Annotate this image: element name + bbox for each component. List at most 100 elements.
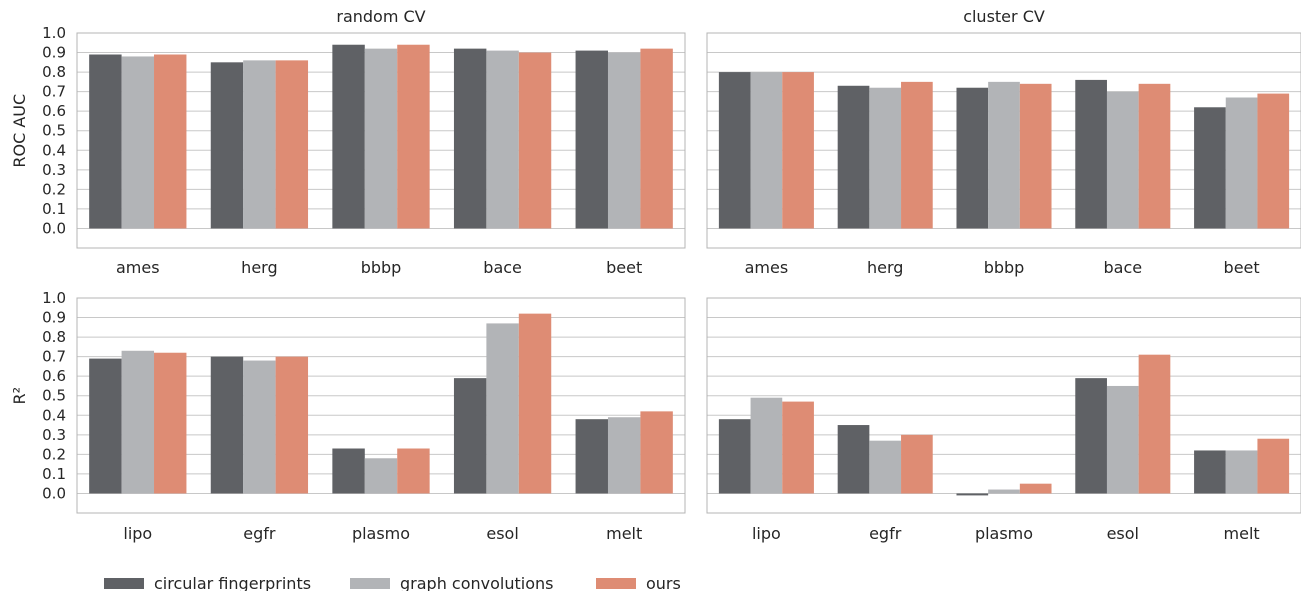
x-tick-label: esol [486,524,518,543]
plot-frame [706,297,1301,514]
x-tick-label: ames [116,258,160,277]
bar [750,72,783,229]
y-tick-label: 0.6 [42,367,66,385]
x-tick-label: melt [606,524,642,543]
y-tick-label: 0.3 [42,161,66,179]
bar [750,397,783,494]
legend-label: graph convolutions [400,574,553,591]
bar [869,440,902,494]
bar [1106,91,1139,229]
plot-frame [76,32,686,249]
y-tick-label: 0.8 [42,63,66,81]
bar [640,411,673,494]
bar [275,60,309,229]
bar [837,85,870,229]
y-tick-label: 0.4 [42,141,66,159]
bar [332,448,365,494]
y-axis-label: R² [10,387,29,405]
legend-label: ours [646,574,681,591]
bar [121,56,155,229]
y-tick-label: 0.2 [42,445,66,463]
bar [486,323,519,494]
bar [901,434,933,494]
bar [243,60,276,229]
y-tick-label: 1.0 [42,289,66,307]
x-tick-label: herg [241,258,277,277]
x-tick-label: bbbp [984,258,1025,277]
legend-item: circular fingerprints [104,574,311,591]
y-tick-label: 0.2 [42,180,66,198]
bar [453,48,487,229]
subplot-title: random CV [336,7,425,26]
legend-item: graph convolutions [350,574,553,591]
x-tick-label: esol [1107,524,1139,543]
legend-swatch [104,578,144,589]
bar [782,72,814,229]
bar [1225,97,1258,229]
bar [154,54,187,229]
y-tick-label: 0.3 [42,426,66,444]
legend-swatch [596,578,636,589]
bar [988,489,1020,494]
x-tick-label: ames [745,258,789,277]
bar [1194,450,1226,494]
bar [1106,385,1139,494]
bar [640,48,673,229]
bar [210,62,244,229]
legend: circular fingerprints graph convolutions o… [104,574,681,591]
bar [332,44,365,229]
y-tick-label: 0.0 [42,219,66,237]
bar [988,81,1020,229]
subplot-2: cluster CV ames herg bbbp bace beet [706,7,1301,277]
bar [1257,438,1290,494]
bar [275,356,309,494]
bar [121,350,155,494]
x-tick-label: bace [483,258,522,277]
x-tick-label: bbbp [361,258,402,277]
x-tick-label: bace [1103,258,1142,277]
bar [607,417,641,494]
x-tick-label: plasmo [352,524,410,543]
plot-frame [76,297,686,514]
y-tick-label: 0.5 [42,387,66,405]
y-tick-label: 1.0 [42,24,66,42]
bar [575,50,608,229]
x-tick-label: beet [606,258,642,277]
bar [518,52,552,229]
bar [575,419,608,494]
legend-item: ours [596,574,681,591]
bar [1075,79,1107,229]
bar [486,50,519,229]
bar [1019,483,1052,494]
y-tick-label: 0.7 [42,83,66,101]
bar [453,378,487,494]
subplot-1: 0.00.1 0.20.3 0.40.5 0.60.7 0.80.9 1.0 ROC AUC… [10,7,686,277]
y-tick-label: 0.7 [42,348,66,366]
bar [1225,450,1258,494]
y-tick-label: 0.4 [42,406,66,424]
y-tick-label: 0.5 [42,122,66,140]
x-tick-label: herg [867,258,903,277]
y-tick-label: 0.1 [42,200,66,218]
bar [397,448,430,494]
bar [718,72,751,229]
legend-swatch [350,578,390,589]
y-tick-label: 0.6 [42,102,66,120]
x-tick-label: beet [1224,258,1260,277]
x-tick-label: lipo [752,524,781,543]
bar [154,352,187,494]
bar [1075,378,1107,494]
bar [718,419,751,494]
bar [397,44,430,229]
bar [364,48,398,229]
bar [89,54,122,229]
bar [89,358,122,494]
plot-frame [706,32,1301,249]
bar [869,87,902,229]
y-tick-label: 0.9 [42,309,66,327]
bar [901,81,933,229]
y-tick-label: 0.0 [42,484,66,502]
bar [518,313,552,494]
bar [1019,83,1052,229]
bar [837,425,870,494]
